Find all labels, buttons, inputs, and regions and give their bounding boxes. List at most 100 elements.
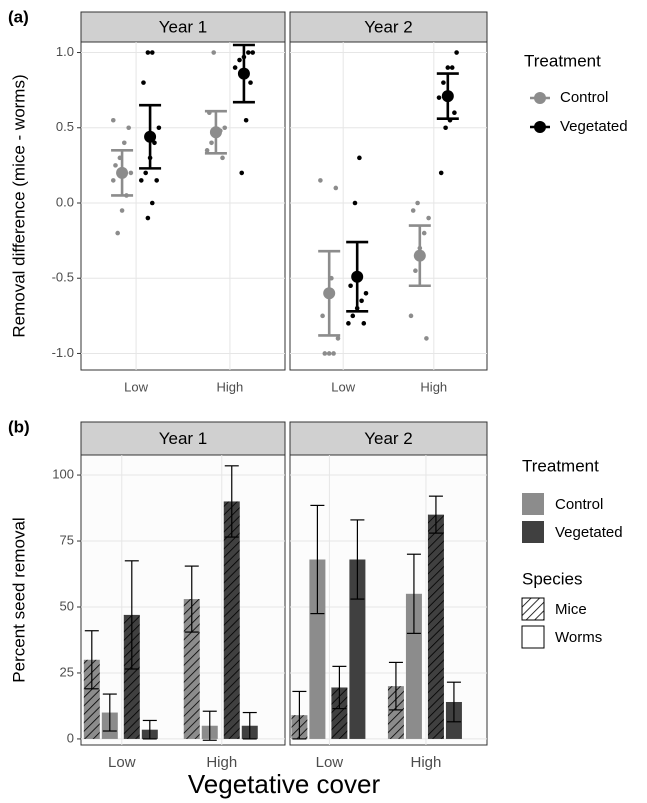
x-axis-title: Vegetative cover [188,769,381,799]
x-tick-label: Low [316,754,344,771]
mean-point [116,166,129,179]
error-bar [202,710,217,741]
error-bar [124,560,139,670]
bar [405,593,422,739]
point [222,125,228,131]
point [363,290,369,296]
mean-point [351,270,364,283]
y-tick-label: 1.0 [56,44,74,59]
legend-label: Mice [555,601,587,618]
mean-point [144,130,157,143]
point [318,178,323,183]
point [443,125,448,131]
bar [331,687,348,739]
point [149,200,155,206]
point [237,57,242,63]
bar [349,559,366,739]
legend-swatch [522,521,544,543]
y-tick-label: 0 [67,730,74,745]
legend-label: Control [560,89,608,106]
point [350,313,356,319]
x-tick-label: High [411,754,442,771]
point [156,125,162,131]
y-tick-label: 75 [60,532,74,547]
bar [223,501,240,739]
point [408,313,414,319]
point [331,351,336,356]
point [113,163,118,168]
point [454,50,459,55]
point [424,336,429,341]
x-tick-label: Low [331,379,355,394]
panel-bg [80,454,286,746]
point [232,65,238,70]
point [209,140,214,146]
legend-label: Vegetated [560,118,628,135]
point [348,283,353,289]
error-bar [310,504,325,615]
point [250,50,256,55]
y-tick-label: -0.5 [52,270,74,285]
point [110,178,116,183]
mean-point [413,249,426,262]
strip-label: Year 2 [364,429,413,448]
x-tick-label: High [420,379,447,394]
error-bar [224,465,239,538]
legend-title: Species [522,569,582,588]
point [204,148,210,153]
error-bar [102,693,117,732]
point [138,178,144,183]
bar [387,686,404,739]
point [143,170,148,176]
y-tick-label: 50 [60,598,74,613]
point [413,268,418,273]
error-bar [292,690,307,740]
point [421,230,427,236]
strip-label: Year 1 [159,429,208,448]
error-bar [350,519,365,600]
point [248,80,253,85]
point [436,95,442,100]
legend-title: Treatment [522,456,599,475]
error-bar [142,719,157,740]
error-bar [406,553,421,634]
mean-point [323,287,336,300]
point [239,170,245,176]
legend-swatch [522,493,544,515]
point [145,215,151,221]
strip-label: Year 1 [159,17,208,36]
error-bar [332,665,347,710]
point [141,80,146,85]
panel-bg [80,41,286,371]
point [449,65,455,70]
panel-label: (a) [8,7,29,26]
mean-point [237,67,250,80]
legend-label: Vegetated [555,524,623,541]
point [335,336,341,341]
point [128,170,134,176]
x-tick-label: High [217,379,244,394]
strip [289,421,488,456]
mean-point [441,90,454,103]
strip-label: Year 2 [364,17,413,36]
point [126,125,131,131]
bar [83,659,100,739]
error-bar [242,711,257,740]
legend-swatch [521,597,545,621]
point [441,80,446,85]
point [333,185,339,191]
y-tick-label: -1.0 [52,345,74,360]
point [357,155,362,161]
error-bar [84,630,99,690]
point [119,208,125,213]
point [149,50,155,55]
point [352,200,358,206]
panel-label: (b) [8,417,30,436]
legend-label: Worms [555,629,602,646]
point [346,321,351,326]
y-tick-label: 0.0 [56,194,74,209]
legend-dot [534,121,546,133]
point [438,170,444,176]
error-bar [428,495,443,534]
point [211,50,217,55]
